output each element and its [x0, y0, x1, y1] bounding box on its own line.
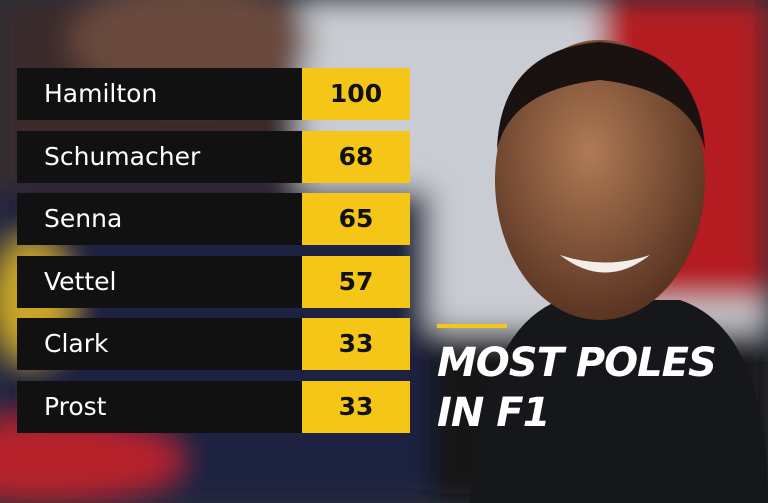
- accent-line: [437, 324, 507, 328]
- driver-name: Vettel: [17, 255, 302, 308]
- pole-count: 33: [302, 381, 410, 433]
- driver-name: Prost: [17, 381, 302, 433]
- title-line: IN F1: [437, 390, 550, 436]
- table-row: Prost 33: [17, 381, 410, 433]
- driver-name: Clark: [17, 318, 302, 371]
- pole-count: 57: [302, 255, 410, 308]
- table-row: Senna 65: [17, 193, 410, 246]
- title-line: MOST POLES: [437, 340, 717, 386]
- table-row: Hamilton 100: [17, 68, 410, 120]
- pole-count: 68: [302, 130, 410, 183]
- table-row: Clark 33: [17, 318, 410, 371]
- pole-count: 65: [302, 193, 410, 246]
- table-row: Schumacher 68: [17, 130, 410, 183]
- pole-count: 33: [302, 318, 410, 371]
- pole-count: 100: [302, 68, 410, 120]
- driver-name: Hamilton: [17, 68, 302, 120]
- driver-name: Schumacher: [17, 130, 302, 183]
- table-row: Vettel 57: [17, 255, 410, 308]
- driver-name: Senna: [17, 193, 302, 246]
